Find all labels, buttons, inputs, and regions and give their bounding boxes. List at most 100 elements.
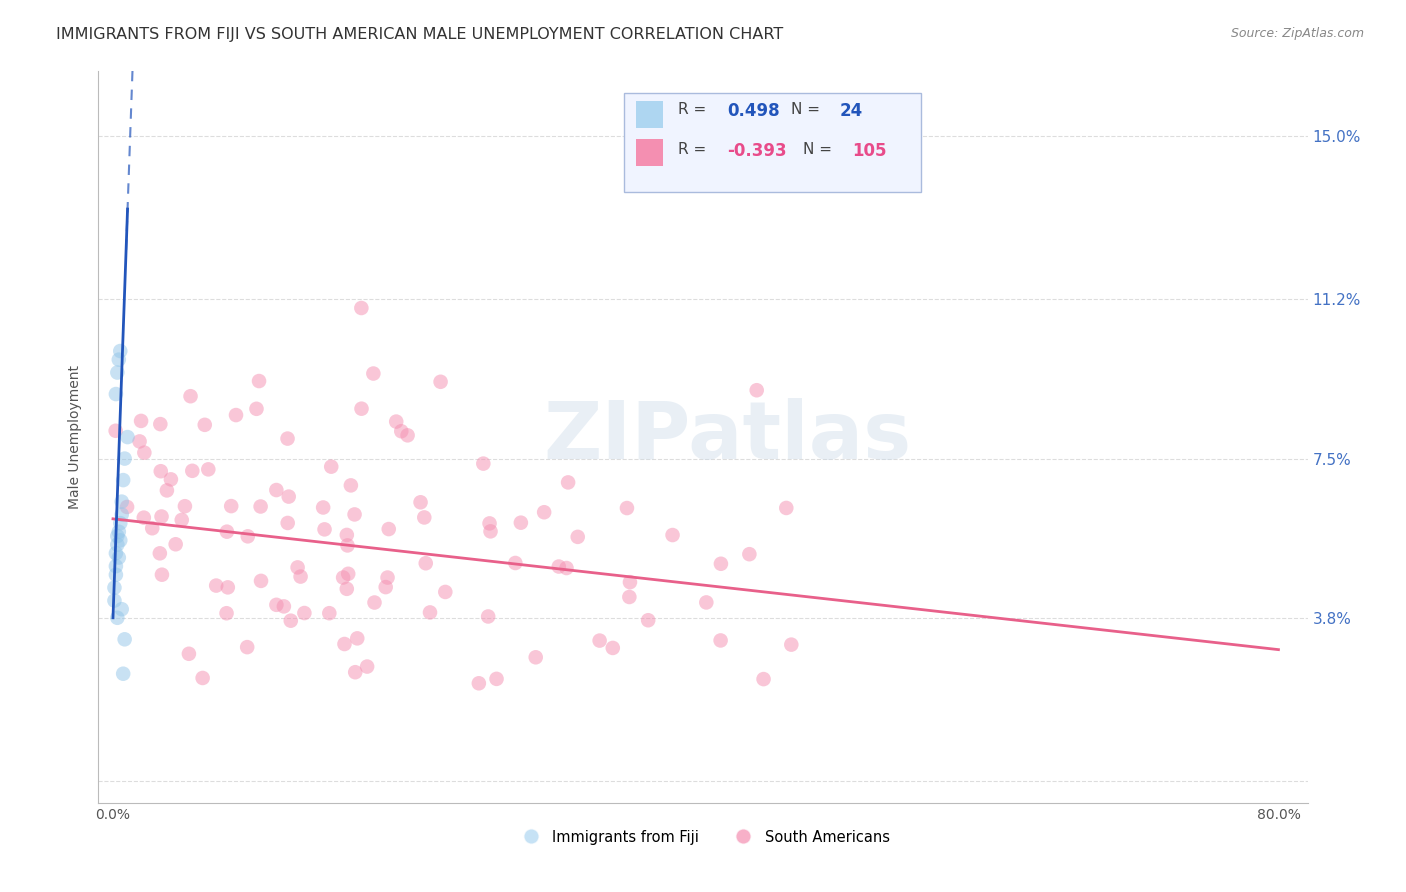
- Point: [215, 606, 238, 620]
- Point: [141, 521, 163, 535]
- Point: [710, 557, 733, 571]
- Point: [661, 528, 683, 542]
- Point: [619, 590, 641, 604]
- Point: [321, 459, 343, 474]
- Point: [266, 483, 288, 497]
- Text: 105: 105: [852, 143, 886, 161]
- Point: [160, 472, 183, 486]
- Point: [191, 671, 214, 685]
- Point: [332, 570, 354, 584]
- Point: [377, 570, 399, 584]
- Point: [287, 560, 309, 574]
- Point: [340, 478, 363, 492]
- Point: [377, 522, 399, 536]
- Point: [108, 524, 131, 539]
- Point: [343, 508, 366, 522]
- Point: [128, 434, 150, 449]
- Point: [181, 464, 204, 478]
- Point: [738, 547, 761, 561]
- Point: [110, 516, 132, 530]
- Point: [695, 595, 717, 609]
- Point: [752, 672, 775, 686]
- Point: [103, 593, 125, 607]
- Point: [194, 417, 217, 432]
- Text: Source: ZipAtlas.com: Source: ZipAtlas.com: [1230, 27, 1364, 40]
- Point: [149, 417, 172, 431]
- Point: [134, 445, 156, 459]
- Point: [280, 614, 302, 628]
- Point: [616, 501, 638, 516]
- Text: 0.498: 0.498: [727, 102, 780, 120]
- Point: [312, 500, 335, 515]
- Point: [236, 529, 259, 543]
- Legend: Immigrants from Fiji, South Americans: Immigrants from Fiji, South Americans: [510, 823, 896, 850]
- Point: [108, 550, 131, 565]
- Point: [236, 640, 259, 654]
- Point: [111, 494, 134, 508]
- Text: -0.393: -0.393: [727, 143, 787, 161]
- Point: [389, 424, 412, 438]
- Point: [105, 366, 128, 380]
- Point: [150, 567, 173, 582]
- Point: [385, 415, 408, 429]
- Point: [277, 516, 299, 530]
- Point: [225, 408, 247, 422]
- Point: [337, 566, 360, 581]
- FancyBboxPatch shape: [637, 138, 664, 167]
- Point: [396, 428, 419, 442]
- Point: [344, 665, 367, 680]
- Point: [434, 585, 457, 599]
- Point: [177, 647, 200, 661]
- Point: [314, 522, 336, 536]
- Point: [104, 559, 127, 574]
- Point: [505, 556, 527, 570]
- Point: [374, 580, 396, 594]
- Point: [413, 510, 436, 524]
- Point: [780, 638, 803, 652]
- Point: [555, 561, 578, 575]
- Point: [479, 524, 502, 539]
- Point: [103, 581, 125, 595]
- Point: [217, 580, 239, 594]
- Point: [104, 567, 127, 582]
- Point: [775, 500, 797, 515]
- Point: [363, 367, 385, 381]
- Point: [104, 546, 127, 560]
- Point: [219, 499, 242, 513]
- Point: [245, 401, 267, 416]
- Point: [205, 578, 228, 592]
- Point: [409, 495, 432, 509]
- Point: [485, 672, 508, 686]
- Point: [336, 528, 359, 542]
- Point: [150, 509, 173, 524]
- Point: [111, 508, 134, 522]
- Point: [415, 556, 437, 570]
- Point: [363, 595, 385, 609]
- Point: [588, 633, 610, 648]
- Point: [533, 505, 555, 519]
- Point: [472, 457, 495, 471]
- Point: [180, 389, 202, 403]
- Point: [336, 582, 359, 596]
- Point: [277, 432, 299, 446]
- Point: [350, 401, 373, 416]
- Point: [477, 609, 499, 624]
- Point: [156, 483, 179, 498]
- Text: ZIPatlas: ZIPatlas: [543, 398, 911, 476]
- FancyBboxPatch shape: [624, 94, 921, 192]
- Point: [197, 462, 219, 476]
- Text: 24: 24: [839, 102, 863, 120]
- Point: [174, 500, 197, 514]
- Point: [318, 606, 340, 620]
- Text: N =: N =: [803, 143, 837, 157]
- Point: [170, 513, 193, 527]
- Point: [710, 633, 733, 648]
- Point: [129, 414, 152, 428]
- Point: [273, 599, 295, 614]
- Point: [112, 666, 135, 681]
- Point: [336, 538, 359, 552]
- Point: [745, 383, 768, 397]
- Point: [115, 500, 138, 514]
- Point: [165, 537, 187, 551]
- FancyBboxPatch shape: [637, 101, 664, 128]
